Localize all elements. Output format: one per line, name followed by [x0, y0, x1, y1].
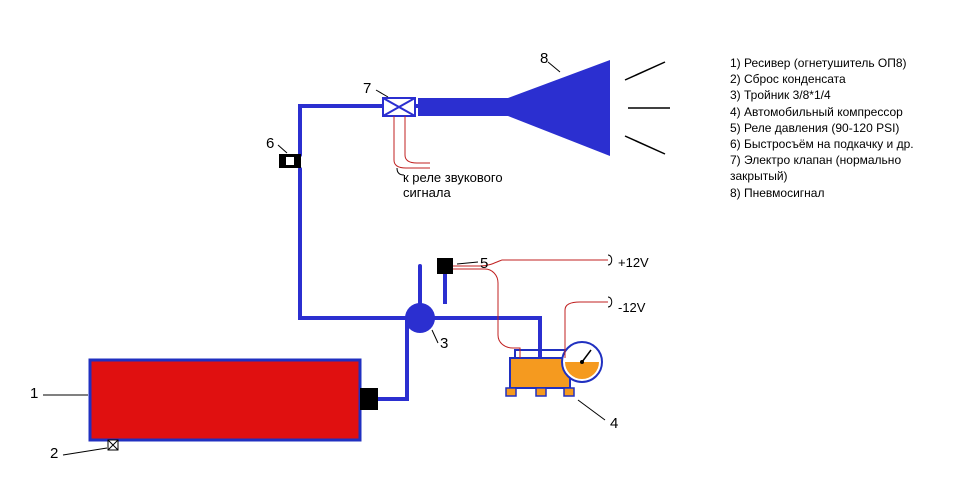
- legend-item: 5) Реле давления (90-120 PSI): [730, 120, 960, 136]
- label-1: 1: [30, 385, 38, 402]
- minus-12v-label: -12V: [618, 300, 645, 315]
- horn-tube: [418, 98, 508, 116]
- bracket: [608, 297, 612, 307]
- legend: 1) Ресивер (огнетушитель ОП8)2) Сброс ко…: [730, 55, 960, 201]
- legend-item: 6) Быстросъём на подкачку и др.: [730, 136, 960, 152]
- leader-line: [432, 330, 438, 343]
- legend-item: 7) Электро клапан (нормально закрытый): [730, 152, 960, 184]
- plus-12v-label: +12V: [618, 255, 649, 270]
- pipe: [300, 106, 383, 155]
- bracket: [608, 255, 612, 265]
- horn-cone: [508, 60, 610, 156]
- leader-line: [457, 262, 478, 264]
- pressure-switch: [437, 258, 453, 274]
- label-6: 6: [266, 135, 274, 152]
- label-7: 7: [363, 80, 371, 97]
- pipe: [435, 318, 540, 358]
- relay-note: к реле звукового сигнала: [403, 170, 503, 200]
- sound-line: [625, 62, 665, 80]
- legend-item: 1) Ресивер (огнетушитель ОП8): [730, 55, 960, 71]
- legend-item: 8) Пневмосигнал: [730, 185, 960, 201]
- leader-line: [63, 448, 107, 455]
- label-5: 5: [480, 255, 488, 272]
- compressor-foot: [564, 388, 574, 396]
- leader-line: [278, 145, 287, 153]
- wire: [453, 269, 520, 358]
- receiver-port: [360, 388, 378, 410]
- legend-item: 4) Автомобильный компрессор: [730, 104, 960, 120]
- wire: [405, 116, 430, 163]
- pipe: [300, 169, 410, 318]
- relay-note-line2: сигнала: [403, 185, 503, 200]
- leader-line: [548, 62, 560, 72]
- legend-item: 3) Тройник 3/8*1/4: [730, 87, 960, 103]
- receiver: [90, 360, 360, 440]
- wire: [394, 116, 430, 168]
- tee-fitting: [405, 303, 435, 333]
- compressor-foot: [536, 388, 546, 396]
- sound-line: [625, 136, 665, 154]
- leader-line: [578, 400, 605, 420]
- label-3: 3: [440, 335, 448, 352]
- quick-coupler-hole: [286, 157, 294, 165]
- compressor: [510, 358, 570, 388]
- wire: [453, 260, 608, 266]
- compressor-foot: [506, 388, 516, 396]
- label-4: 4: [610, 415, 618, 432]
- pipe: [378, 318, 407, 399]
- leader-line: [376, 90, 388, 97]
- relay-note-line1: к реле звукового: [403, 170, 503, 185]
- label-2: 2: [50, 445, 58, 462]
- label-8: 8: [540, 50, 548, 67]
- legend-item: 2) Сброс конденсата: [730, 71, 960, 87]
